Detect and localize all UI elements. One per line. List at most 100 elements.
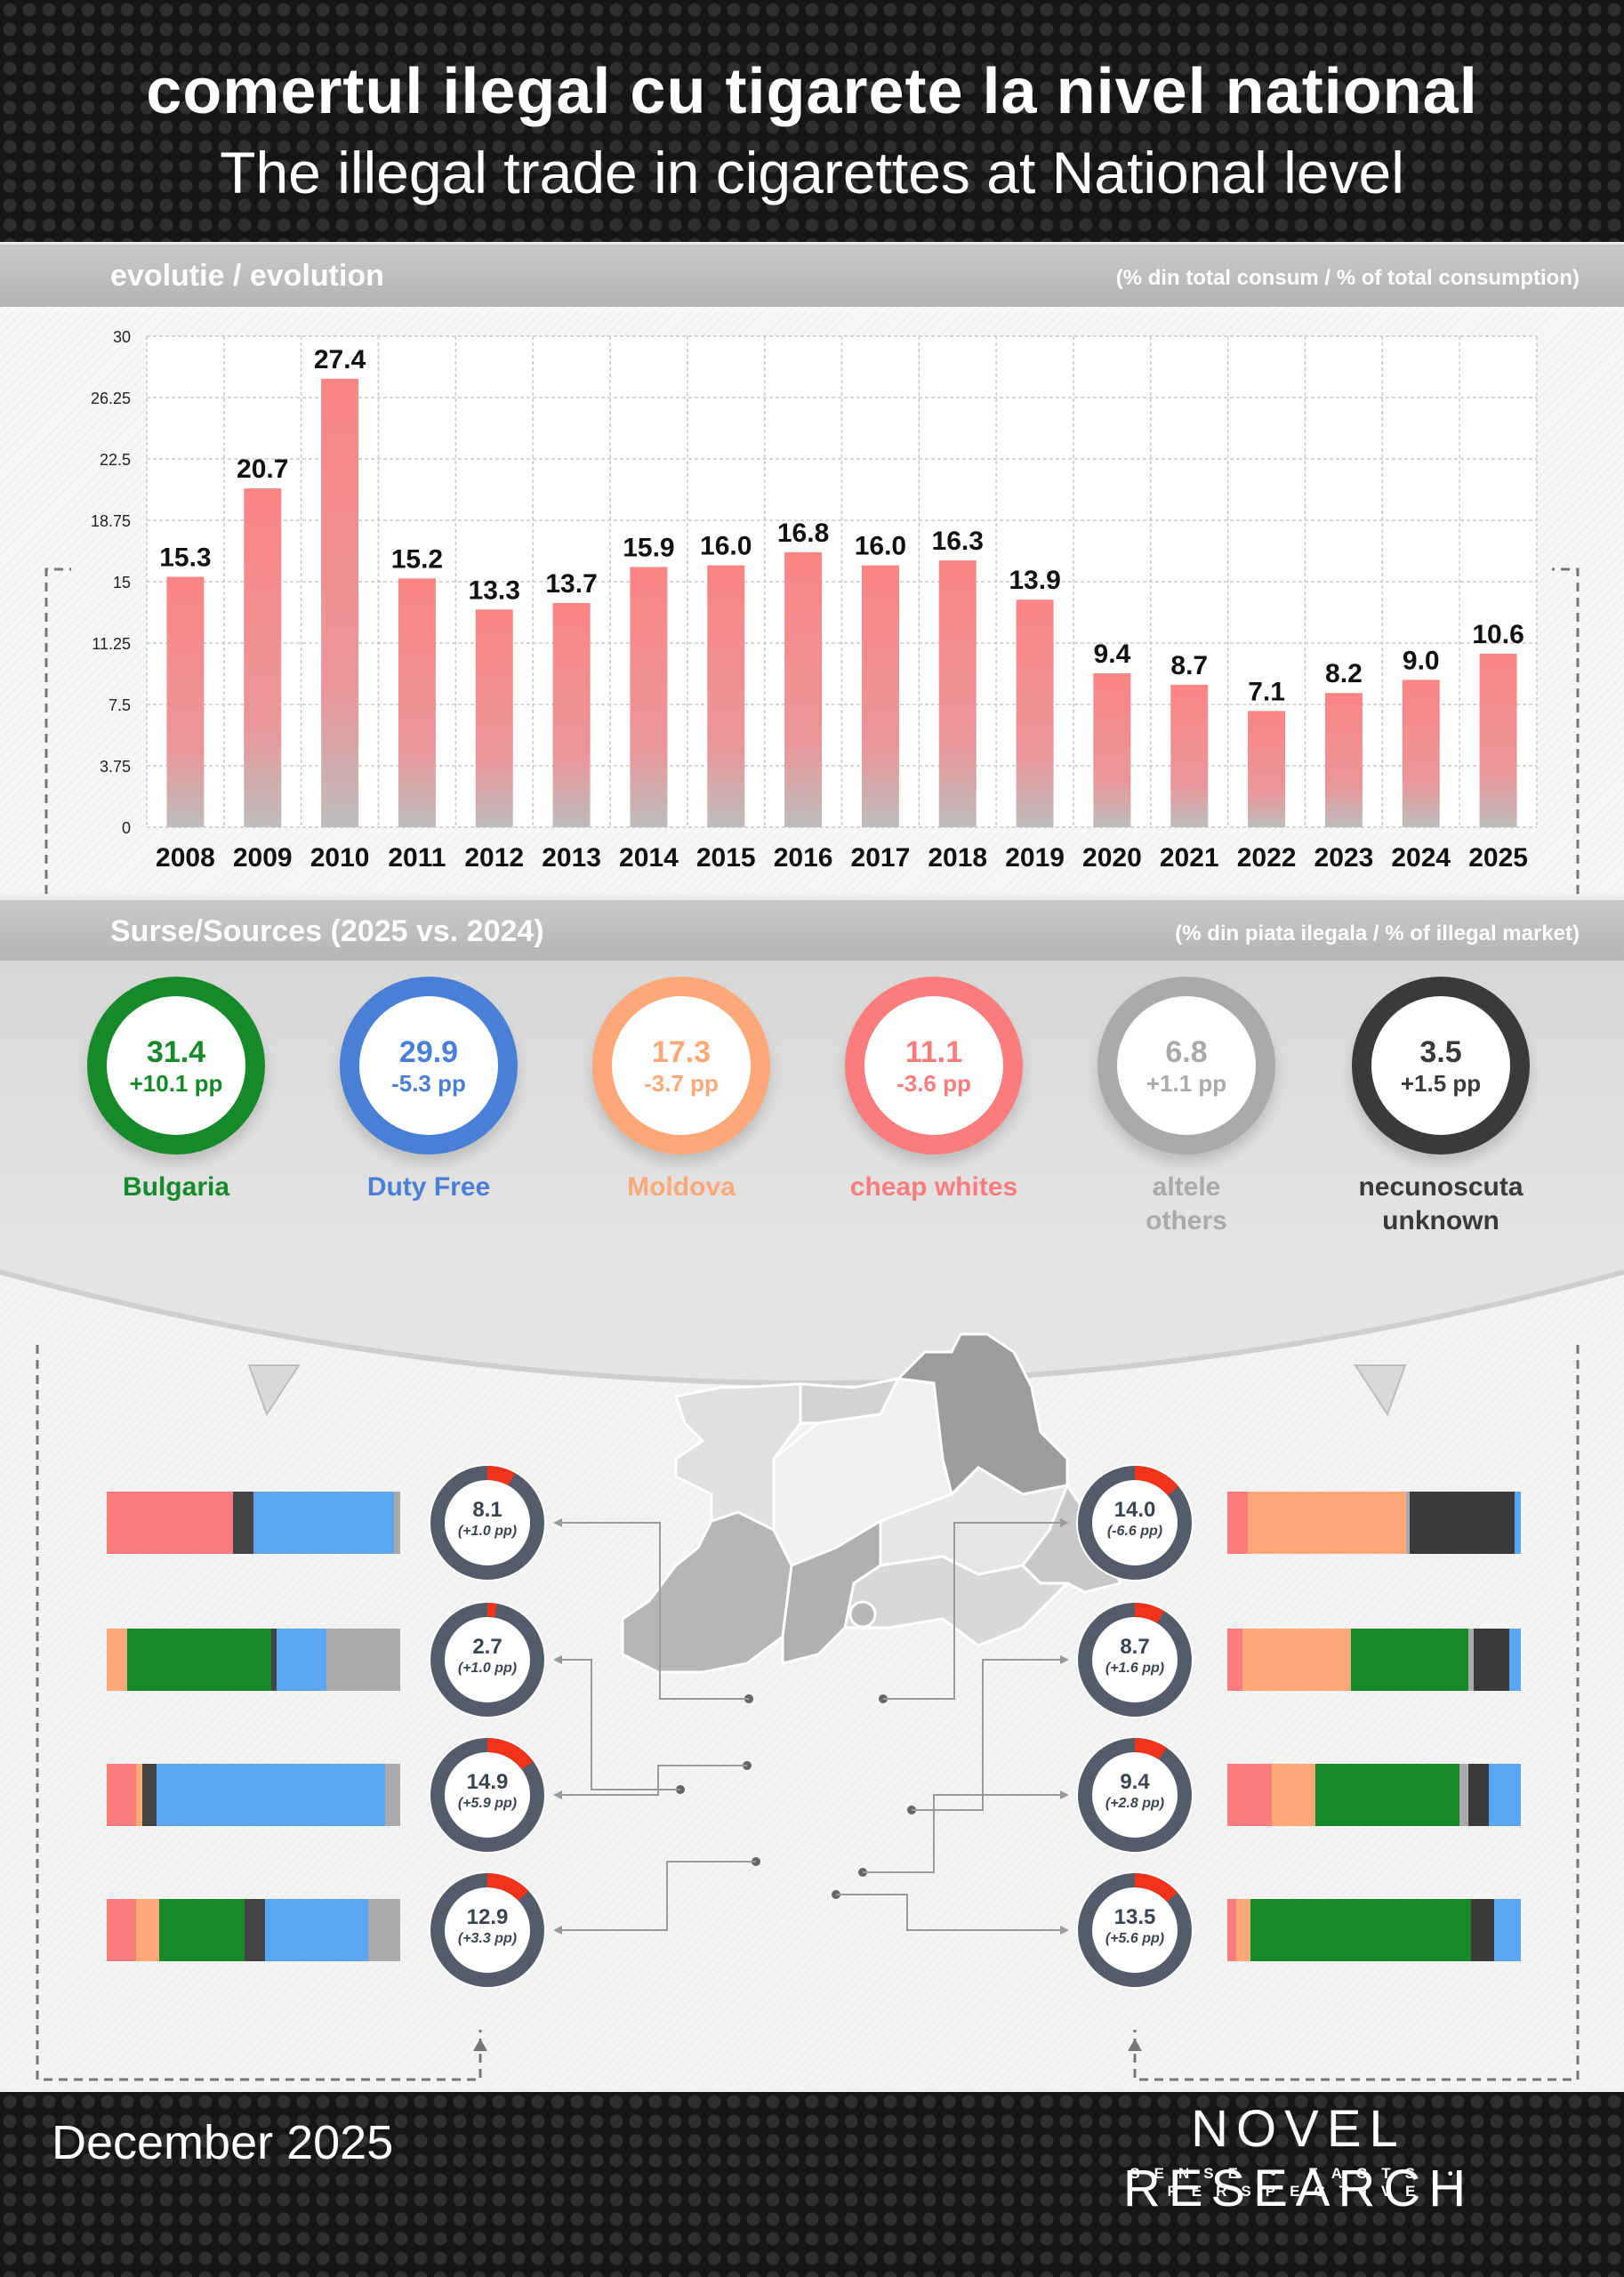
region-value: 14.0	[1113, 1498, 1156, 1522]
bar-segment	[232, 1492, 253, 1554]
y-tick-label: 26.25	[91, 390, 131, 407]
bar-2012	[475, 609, 513, 827]
sources-unit: (% din piata ilegala / % of illegal mark…	[1175, 921, 1580, 945]
left-region-label-1: 2.7 (+1.0 pp)	[421, 1635, 554, 1678]
bar-2009	[244, 488, 282, 827]
right-frame-arrow	[1128, 2039, 1142, 2051]
evolution-band: evolutie / evolution (% din total consum…	[0, 245, 1624, 307]
region-delta: (-6.6 pp)	[1106, 1524, 1163, 1539]
x-tick-label: 2008	[156, 843, 215, 873]
region-connectors	[553, 1518, 1069, 1935]
left-region-bar-2	[107, 1764, 400, 1826]
source-label-line: Moldova	[627, 1172, 736, 1202]
x-tick-label: 2010	[310, 843, 370, 873]
chart-bars	[166, 378, 1517, 827]
x-tick-label: 2022	[1237, 843, 1297, 873]
source-delta: +10.1 pp	[129, 1070, 223, 1097]
ring-share-arc	[486, 1466, 516, 1486]
brand-tagline: SENSE • FACTS • PERSPECTIVE	[1130, 2165, 1467, 2200]
right-region-label-1: 8.7 (+1.6 pp)	[1068, 1635, 1202, 1678]
bar-segment	[136, 1764, 142, 1826]
right-region-label-0: 14.0 (-6.6 pp)	[1068, 1498, 1202, 1541]
bar-segment	[107, 1492, 233, 1554]
connector-line	[912, 1659, 1062, 1811]
right-region-bar-2	[1227, 1764, 1521, 1826]
connector-line	[836, 1894, 1062, 1931]
connector-line	[560, 1659, 680, 1790]
footer	[0, 2092, 1624, 2277]
bar-2023	[1324, 693, 1363, 827]
x-tick-label: 2017	[851, 843, 911, 873]
source-label-line: necunoscuta	[1358, 1172, 1524, 1202]
bar-value-label: 13.9	[1009, 566, 1060, 595]
bar-segment	[107, 1764, 136, 1826]
bar-segment	[326, 1629, 400, 1691]
region-rings	[429, 1464, 1194, 1989]
source-label: cheap whites	[845, 1171, 1023, 1204]
x-tick-label: 2014	[619, 843, 679, 873]
bar-2024	[1402, 680, 1440, 827]
connector-line	[883, 1522, 1062, 1700]
source-value: 17.3	[651, 1035, 712, 1069]
bar-segment	[1467, 1764, 1489, 1826]
ring-share-arc	[486, 1602, 497, 1618]
regions-graphics	[0, 1245, 1624, 2081]
bar-segment	[1315, 1764, 1459, 1826]
bar-value-label: 16.8	[777, 519, 829, 548]
left-region-ring-0	[429, 1464, 546, 1581]
bar-value-label: 16.3	[932, 527, 984, 556]
right-region-label-3: 13.5 (+5.6 pp)	[1068, 1905, 1202, 1948]
y-tick-label: 11.25	[92, 635, 131, 653]
right-region-ring-0	[1076, 1464, 1194, 1581]
source-0: 31.4 +10.1 pp Bulgaria	[87, 977, 265, 1204]
source-label: necunoscuta unknown	[1352, 1171, 1530, 1238]
bar-value-label: 8.2	[1325, 659, 1363, 688]
bar-segment	[1227, 1899, 1236, 1961]
bar-segment	[1409, 1492, 1515, 1554]
curved-divider	[0, 1245, 1624, 1383]
right-region-ring-3	[1076, 1871, 1194, 1989]
connector-line	[560, 1522, 749, 1700]
bar-2020	[1093, 673, 1131, 827]
bar-segment	[1271, 1764, 1315, 1826]
x-tick-label: 2024	[1391, 843, 1451, 873]
bar-value-label: 9.0	[1403, 646, 1440, 675]
bar-value-label: 15.2	[391, 544, 443, 574]
source-value: 6.8	[1165, 1035, 1208, 1069]
y-tick-label: 30	[113, 328, 131, 346]
y-tick-label: 7.5	[109, 696, 131, 714]
bar-2008	[166, 576, 205, 827]
x-tick-label: 2023	[1314, 843, 1374, 873]
bar-segment	[367, 1899, 400, 1961]
bar-segment	[1459, 1764, 1468, 1826]
ring-share-arc	[486, 1738, 534, 1770]
right-pointer	[1354, 1364, 1407, 1417]
bar-value-label: 16.0	[855, 532, 906, 561]
source-5: 3.5 +1.5 pp necunoscuta unknown	[1352, 977, 1530, 1238]
chart-grid	[146, 335, 1538, 828]
bar-segment	[1350, 1629, 1468, 1691]
bar-segment	[127, 1629, 271, 1691]
source-value: 11.1	[904, 1035, 963, 1069]
bar-segment	[277, 1629, 327, 1691]
source-value: 31.4	[146, 1035, 206, 1069]
source-ring: 31.4 +10.1 pp	[87, 977, 265, 1155]
region-delta: (+1.6 pp)	[1105, 1661, 1165, 1676]
source-ring: 29.9 -5.3 pp	[340, 977, 518, 1155]
source-label-line: cheap whites	[849, 1172, 1018, 1202]
source-ring: 17.3 -3.7 pp	[592, 977, 770, 1155]
source-ring: 6.8 +1.1 pp	[1097, 977, 1275, 1155]
source-label: altele others	[1097, 1171, 1275, 1238]
source-value: 3.5	[1419, 1035, 1462, 1069]
y-tick-label: 0	[122, 819, 131, 837]
evolution-chart: 0 3.75 7.5 11.25 15 18.75 22.5 26.25 30 15.3 2008 2…	[44, 328, 1580, 894]
sources-label: Surse/Sources (2025 vs. 2024)	[110, 914, 544, 948]
right-region-frame	[1133, 1345, 1580, 2081]
left-region-label-2: 14.9 (+5.9 pp)	[421, 1770, 554, 1813]
source-3: 11.1 -3.6 pp cheap whites	[845, 977, 1023, 1204]
region-value: 9.4	[1120, 1770, 1150, 1794]
ring-share-arc	[1134, 1603, 1165, 1624]
y-tick-label: 3.75	[100, 758, 131, 776]
x-tick-label: 2018	[928, 843, 987, 873]
source-1: 29.9 -5.3 pp Duty Free	[340, 977, 518, 1204]
